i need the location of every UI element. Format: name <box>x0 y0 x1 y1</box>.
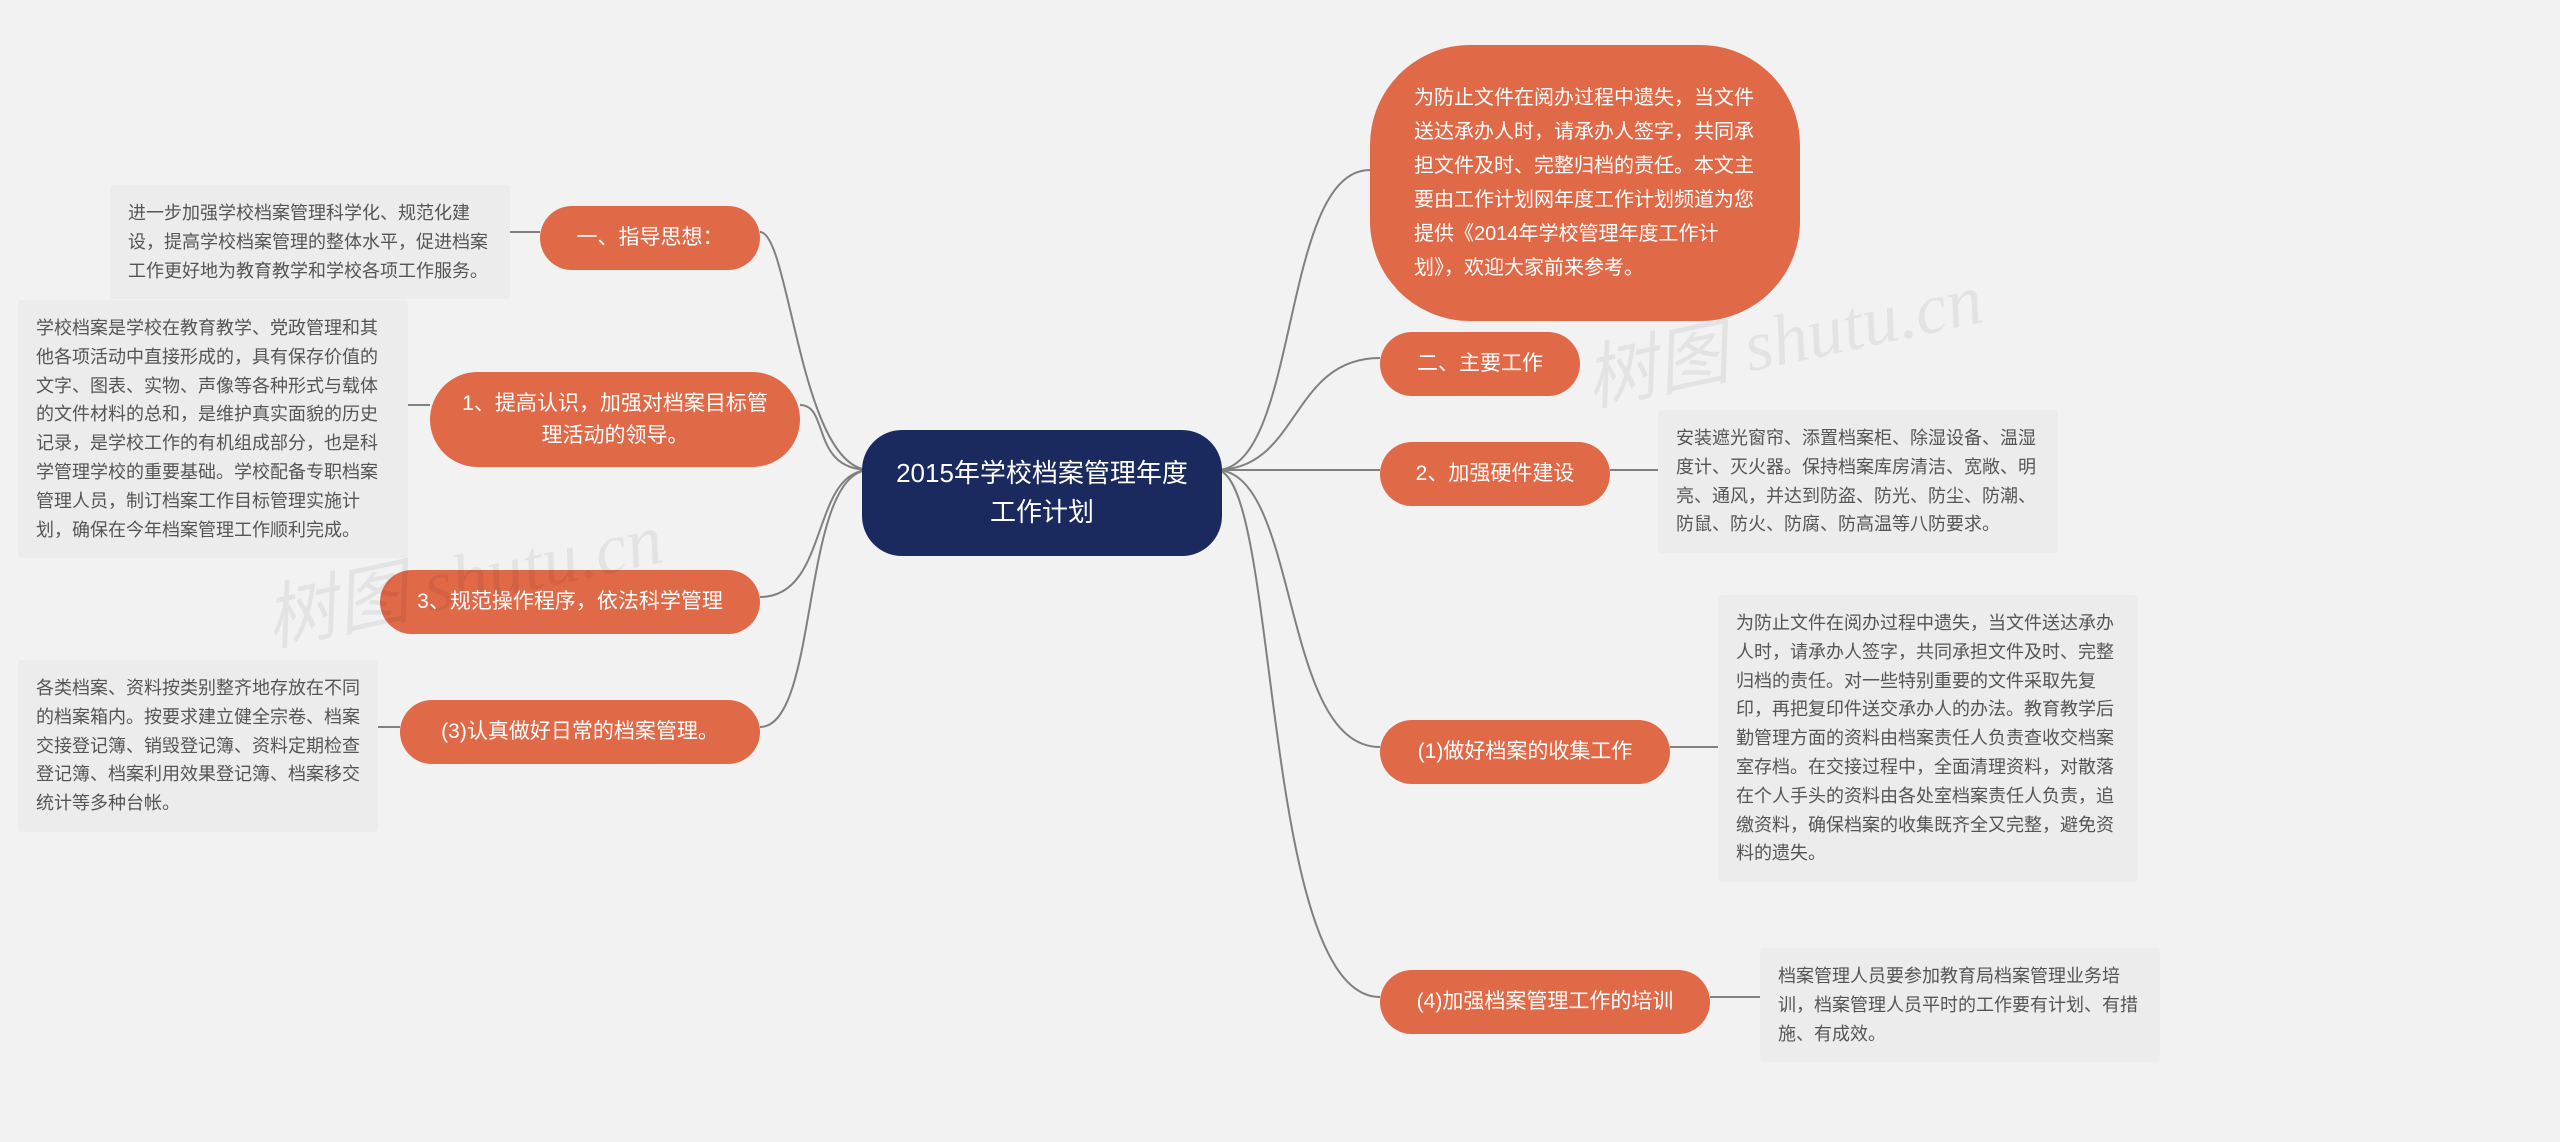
branch-label: 一、指导思想： <box>577 222 724 254</box>
left-branch-l2: 1、提高认识，加强对档案目标管理活动的领导。 <box>430 372 800 467</box>
left-branch-l3: 3、规范操作程序，依法科学管理 <box>380 570 760 634</box>
branch-label: 1、提高认识，加强对档案目标管理活动的领导。 <box>458 388 772 451</box>
branch-label: 3、规范操作程序，依法科学管理 <box>417 586 723 618</box>
branch-label: (4)加强档案管理工作的培训 <box>1417 986 1674 1018</box>
right-detail-r4: 档案管理人员要参加教育局档案管理业务培训，档案管理人员平时的工作要有计划、有措施… <box>1760 948 2160 1062</box>
center-node: 2015年学校档案管理年度工作计划 <box>862 430 1222 556</box>
right-branch-r4: (4)加强档案管理工作的培训 <box>1380 970 1710 1034</box>
left-detail-l4: 各类档案、资料按类别整齐地存放在不同的档案箱内。按要求建立健全宗卷、档案交接登记… <box>18 660 378 832</box>
left-detail-l1: 进一步加强学校档案管理科学化、规范化建设，提高学校档案管理的整体水平，促进档案工… <box>110 185 510 299</box>
right-branch-r2: 2、加强硬件建设 <box>1380 442 1610 506</box>
branch-label: (3)认真做好日常的档案管理。 <box>441 716 719 748</box>
left-branch-l1: 一、指导思想： <box>540 206 760 270</box>
connector-lines <box>0 0 2560 1142</box>
right-blob-rTop: 为防止文件在阅办过程中遗失，当文件送达承办人时，请承办人签字，共同承担文件及时、… <box>1370 45 1800 321</box>
right-branch-r1: 二、主要工作 <box>1380 332 1580 396</box>
right-detail-r3: 为防止文件在阅办过程中遗失，当文件送达承办人时，请承办人签字，共同承担文件及时、… <box>1718 595 2138 882</box>
left-branch-l4: (3)认真做好日常的档案管理。 <box>400 700 760 764</box>
right-detail-r2: 安装遮光窗帘、添置档案柜、除湿设备、温湿度计、灭火器。保持档案库房清洁、宽敞、明… <box>1658 410 2058 553</box>
branch-label: (1)做好档案的收集工作 <box>1418 736 1633 768</box>
branch-label: 2、加强硬件建设 <box>1416 458 1575 490</box>
left-detail-l2: 学校档案是学校在教育教学、党政管理和其他各项活动中直接形成的，具有保存价值的文字… <box>18 300 408 558</box>
center-text: 2015年学校档案管理年度工作计划 <box>892 454 1192 532</box>
branch-label: 二、主要工作 <box>1417 348 1543 380</box>
right-branch-r3: (1)做好档案的收集工作 <box>1380 720 1670 784</box>
